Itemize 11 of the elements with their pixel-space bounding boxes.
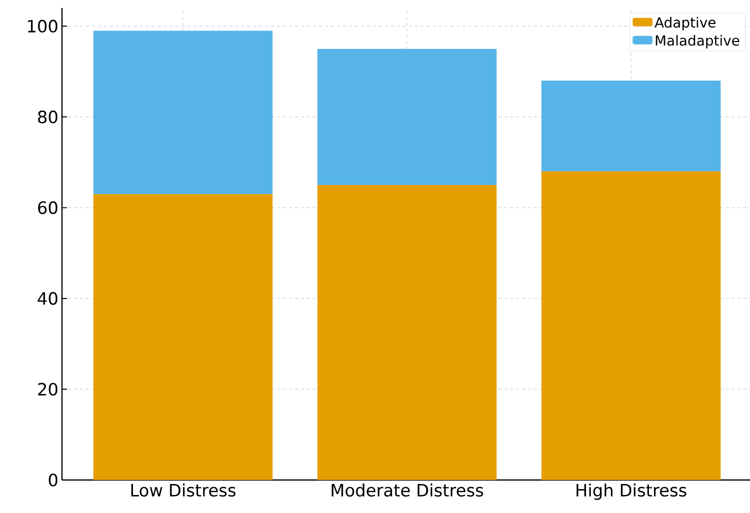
legend-label: Maladaptive: [656, 34, 740, 48]
y-tick-label: 0: [48, 474, 58, 486]
x-tick-label: Moderate Distress: [332, 484, 484, 497]
x-tick-label: High Distress: [576, 484, 686, 500]
x-tick-label: Low Distress: [131, 484, 236, 497]
y-tick-label: 20: [38, 382, 58, 396]
y-tick-label: 60: [38, 201, 58, 214]
legend-label: Adaptive: [654, 16, 716, 30]
y-tick-label: 80: [38, 110, 58, 124]
y-tick-label: 100: [28, 20, 58, 33]
y-tick-label: 40: [38, 292, 58, 305]
